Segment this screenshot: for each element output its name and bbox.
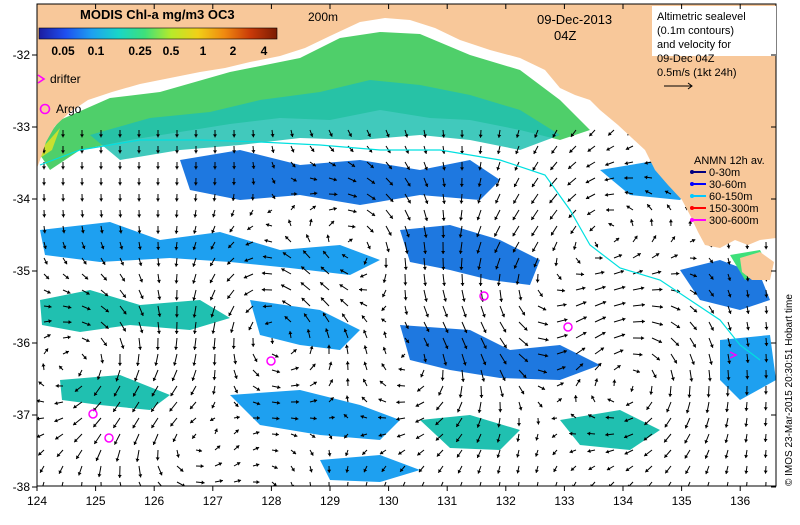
velocity-arrow-head xyxy=(41,486,45,489)
y-tick-label: -38 xyxy=(13,480,31,494)
velocity-arrow-head xyxy=(686,486,690,490)
velocity-arrow-head xyxy=(764,486,768,489)
anmn-legend-dot xyxy=(690,194,694,198)
x-tick-label: 129 xyxy=(320,494,340,508)
anmn-legend-dot xyxy=(690,218,694,222)
velocity-arrow-head xyxy=(706,486,710,489)
velocity-arrow-head xyxy=(497,486,501,489)
drifter-legend-label: drifter xyxy=(50,72,81,86)
x-tick-label: 130 xyxy=(379,494,399,508)
altimetry-line1: Altimetric sealevel xyxy=(657,11,746,23)
anmn-legend-label: 300-600m xyxy=(709,215,759,227)
altimetry-line5: 0.5m/s (1kt 24h) xyxy=(657,67,736,79)
colorbar-tick-label: 0.1 xyxy=(88,44,105,58)
colorbar-ramp xyxy=(39,28,277,39)
x-tick-label: 133 xyxy=(554,494,574,508)
anmn-legend-label: 30-60m xyxy=(709,179,746,191)
anmn-legend-dot xyxy=(690,206,694,210)
x-tick-label: 127 xyxy=(203,494,223,508)
velocity-arrow-head xyxy=(120,489,124,492)
y-tick-label: -33 xyxy=(13,120,31,134)
colorbar-tick-label: 0.25 xyxy=(128,44,152,58)
y-tick-label: -36 xyxy=(13,336,31,350)
velocity-arrow-head xyxy=(99,489,103,492)
colorbar-tick-label: 0.05 xyxy=(51,44,75,58)
y-tick-label: -37 xyxy=(13,408,31,422)
colorbar-title: MODIS Chl-a mg/m3 OC3 xyxy=(80,7,235,22)
velocity-arrow-head xyxy=(745,486,749,489)
argo-legend-label: Argo xyxy=(56,102,82,116)
colorbar-tick-label: 1 xyxy=(200,44,207,58)
altimetry-line3: and velocity for xyxy=(657,39,731,51)
anmn-legend-label: 60-150m xyxy=(709,191,752,203)
x-tick-label: 135 xyxy=(672,494,692,508)
colorbar-tick-label: 0.5 xyxy=(163,44,180,58)
x-tick-label: 134 xyxy=(613,494,633,508)
colorbar-tick-label: 4 xyxy=(261,44,268,58)
x-tick-label: 132 xyxy=(496,494,516,508)
anmn-legend-title: ANMN 12h av. xyxy=(694,155,765,167)
velocity-arrow-head xyxy=(60,487,64,490)
anmn-legend-dot xyxy=(690,170,694,174)
x-tick-label: 125 xyxy=(86,494,106,508)
x-tick-label: 126 xyxy=(144,494,164,508)
y-tick-label: -35 xyxy=(13,264,31,278)
y-tick-label: -32 xyxy=(13,48,31,62)
anmn-legend-dot xyxy=(690,182,694,186)
date-text: 09-Dec-2013 xyxy=(537,12,612,27)
altimetry-line2: (0.1m contours) xyxy=(657,25,734,37)
velocity-arrow-head xyxy=(161,486,164,490)
x-tick-label: 124 xyxy=(27,494,47,508)
velocity-arrow-head xyxy=(516,486,520,489)
x-tick-label: 128 xyxy=(261,494,281,508)
altimetry-line4: 09-Dec 04Z xyxy=(657,53,715,65)
anmn-legend-label: 150-300m xyxy=(709,203,759,215)
colorbar-tick-label: 2 xyxy=(230,44,237,58)
time-text: 04Z xyxy=(554,28,576,43)
velocity-arrow-head xyxy=(79,488,83,491)
velocity-arrow-head xyxy=(140,489,144,493)
anmn-legend-label: 0-30m xyxy=(709,167,740,179)
copyright-text: © IMOS 23-Mar-2015 20:30:51 Hobart time xyxy=(784,294,795,486)
x-tick-label: 131 xyxy=(437,494,457,508)
velocity-arrow-head xyxy=(725,486,729,489)
y-tick-label: -34 xyxy=(13,192,31,206)
contour-label: 200m xyxy=(308,10,338,24)
velocity-arrow-head xyxy=(478,486,482,489)
x-tick-label: 136 xyxy=(730,494,750,508)
